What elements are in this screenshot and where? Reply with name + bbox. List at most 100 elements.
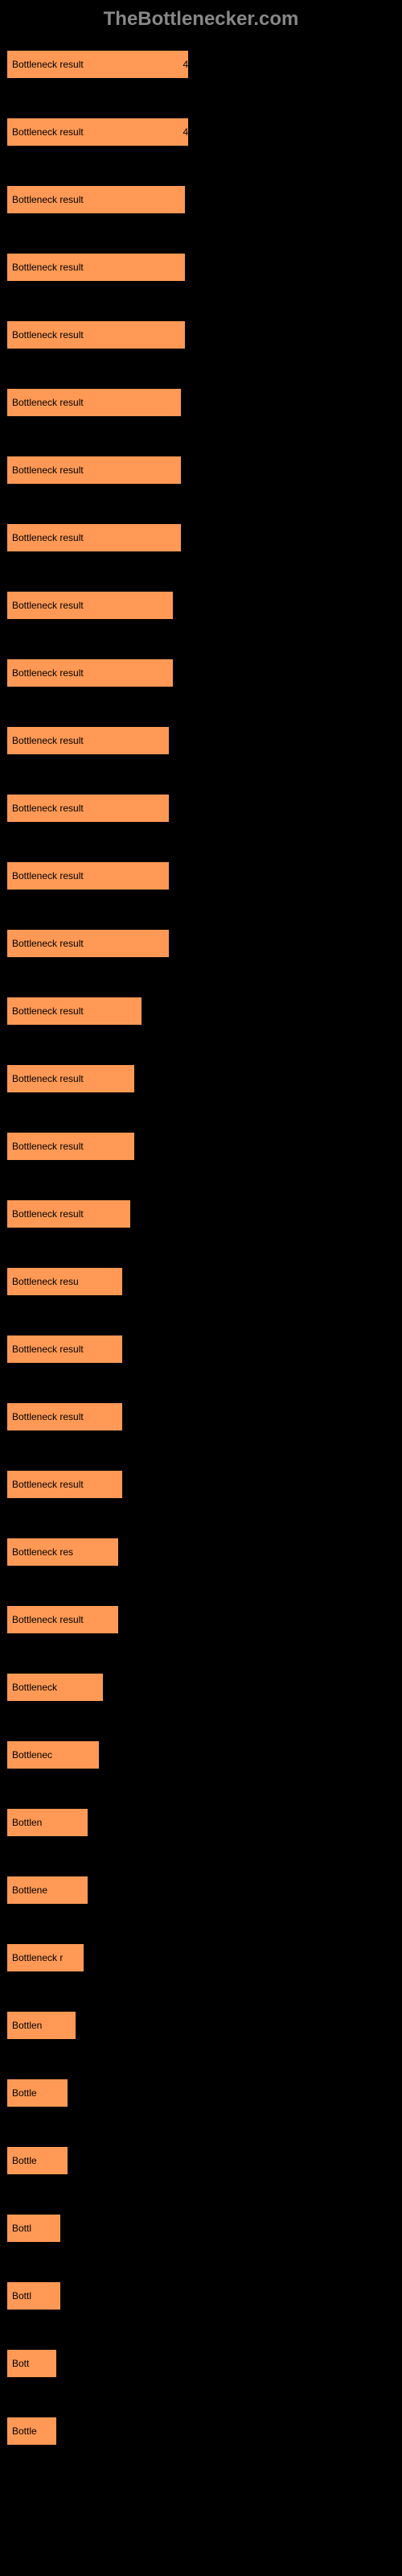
bar-wrapper: Bottleneck result (6, 591, 396, 620)
bottleneck-bar: Bottl (6, 2214, 61, 2243)
bottleneck-bar: Bottlen (6, 2011, 76, 2040)
bar-row: Bott (6, 2346, 396, 2391)
bar-row: Bottlen (6, 2008, 396, 2053)
bar-wrapper: Bottleneck result (6, 1199, 396, 1228)
bottleneck-bar: Bottleneck result (6, 456, 182, 485)
bar-wrapper: Bottleneck (6, 1673, 396, 1702)
bar-row: Bottleneck (6, 1670, 396, 1715)
bottleneck-bar: Bottleneck result (6, 1402, 123, 1431)
bottleneck-bar: Bott (6, 2349, 57, 2378)
bar-wrapper: Bottleneck result (6, 929, 396, 958)
bar-row: Bottleneck result (6, 317, 396, 362)
bar-row: Bottleneck result47 (6, 47, 396, 92)
bar-wrapper: Bottlene (6, 1876, 396, 1905)
bottleneck-bar: Bottleneck r (6, 1943, 84, 1972)
bar-row: Bottleneck res (6, 1534, 396, 1579)
bar-wrapper: Bottlen (6, 2011, 396, 2040)
site-header: TheBottlenecker.com (0, 0, 402, 47)
bar-wrapper: Bottleneck result (6, 388, 396, 417)
bar-wrapper: Bottleneck result47 (6, 50, 396, 79)
bottleneck-bar: Bottleneck result (6, 1605, 119, 1634)
bar-wrapper: Bottleneck result (6, 997, 396, 1026)
bar-wrapper: Bottlen (6, 1808, 396, 1837)
bottleneck-bar: Bottleneck result (6, 1335, 123, 1364)
bottleneck-bar: Bottle (6, 2079, 68, 2107)
bar-value: 47 (183, 126, 193, 138)
bar-row: Bottlenec (6, 1737, 396, 1782)
bar-wrapper: Bottleneck result (6, 320, 396, 349)
bar-wrapper: Bottleneck result (6, 253, 396, 282)
bar-row: Bottleneck result (6, 926, 396, 971)
bar-row: Bottleneck result (6, 1196, 396, 1241)
bar-row: Bottleneck result (6, 250, 396, 295)
bar-row: Bottleneck result (6, 588, 396, 633)
bottleneck-bar: Bottleneck result (6, 50, 189, 79)
bar-row: Bottleneck r (6, 1940, 396, 1985)
bar-wrapper: Bottle (6, 2146, 396, 2175)
bottleneck-bar: Bottleneck result (6, 1132, 135, 1161)
bar-wrapper: Bottleneck result47 (6, 118, 396, 147)
bar-wrapper: Bottleneck result (6, 1064, 396, 1093)
bottleneck-bar: Bottleneck result (6, 253, 186, 282)
bar-row: Bottleneck result (6, 791, 396, 836)
bar-row: Bottleneck resu (6, 1264, 396, 1309)
bar-row: Bottleneck result (6, 1399, 396, 1444)
bar-wrapper: Bottle (6, 2417, 396, 2446)
bar-row: Bottle (6, 2143, 396, 2188)
bar-wrapper: Bottleneck result (6, 185, 396, 214)
bar-row: Bottleneck result (6, 182, 396, 227)
bar-row: Bottle (6, 2075, 396, 2120)
bottleneck-bar: Bottleneck (6, 1673, 104, 1702)
bottleneck-bar: Bottleneck result (6, 658, 174, 687)
bar-wrapper: Bottleneck resu (6, 1267, 396, 1296)
bar-row: Bottl (6, 2211, 396, 2256)
bar-row: Bottleneck result (6, 1602, 396, 1647)
bar-row: Bottl (6, 2278, 396, 2323)
bar-row: Bottleneck result (6, 1331, 396, 1377)
bar-wrapper: Bottleneck result (6, 794, 396, 823)
bar-row: Bottleneck result (6, 993, 396, 1038)
bar-wrapper: Bott (6, 2349, 396, 2378)
bar-wrapper: Bottleneck result (6, 1335, 396, 1364)
bar-row: Bottleneck result (6, 1467, 396, 1512)
bottleneck-bar: Bottleneck result (6, 388, 182, 417)
bar-wrapper: Bottl (6, 2281, 396, 2310)
bar-value: 47 (183, 59, 193, 70)
bottleneck-bar: Bottleneck result (6, 726, 170, 755)
bottleneck-bar: Bottleneck result (6, 929, 170, 958)
bar-wrapper: Bottleneck result (6, 726, 396, 755)
bar-wrapper: Bottleneck result (6, 658, 396, 687)
bar-row: Bottleneck result47 (6, 114, 396, 159)
bar-row: Bottleneck result (6, 858, 396, 903)
bottleneck-bar: Bottlene (6, 1876, 88, 1905)
bar-wrapper: Bottleneck result (6, 861, 396, 890)
bottleneck-bar: Bottleneck result (6, 861, 170, 890)
bottleneck-bar: Bottleneck resu (6, 1267, 123, 1296)
bottleneck-bar: Bottl (6, 2281, 61, 2310)
bottleneck-bar: Bottleneck result (6, 1064, 135, 1093)
bar-row: Bottleneck result (6, 452, 396, 497)
bar-row: Bottleneck result (6, 520, 396, 565)
bar-row: Bottlene (6, 1872, 396, 1918)
bar-wrapper: Bottle (6, 2079, 396, 2107)
bottleneck-bar: Bottle (6, 2417, 57, 2446)
bottleneck-bar: Bottleneck result (6, 591, 174, 620)
bottleneck-bar: Bottleneck result (6, 523, 182, 552)
bar-row: Bottlen (6, 1805, 396, 1850)
bar-wrapper: Bottleneck result (6, 523, 396, 552)
bottleneck-bar: Bottlenec (6, 1740, 100, 1769)
bar-wrapper: Bottlenec (6, 1740, 396, 1769)
bottleneck-bar: Bottleneck result (6, 1470, 123, 1499)
bottleneck-bar: Bottleneck result (6, 185, 186, 214)
bar-row: Bottleneck result (6, 723, 396, 768)
bar-row: Bottleneck result (6, 655, 396, 700)
bottleneck-bar: Bottleneck result (6, 997, 142, 1026)
bottleneck-bar: Bottlen (6, 1808, 88, 1837)
bottleneck-bar: Bottleneck result (6, 118, 189, 147)
bar-wrapper: Bottleneck res (6, 1538, 396, 1567)
bar-wrapper: Bottleneck result (6, 1470, 396, 1499)
bar-row: Bottle (6, 2413, 396, 2458)
bottleneck-chart: Bottleneck result47Bottleneck result47Bo… (0, 47, 402, 2458)
bottleneck-bar: Bottle (6, 2146, 68, 2175)
bar-wrapper: Bottleneck result (6, 456, 396, 485)
